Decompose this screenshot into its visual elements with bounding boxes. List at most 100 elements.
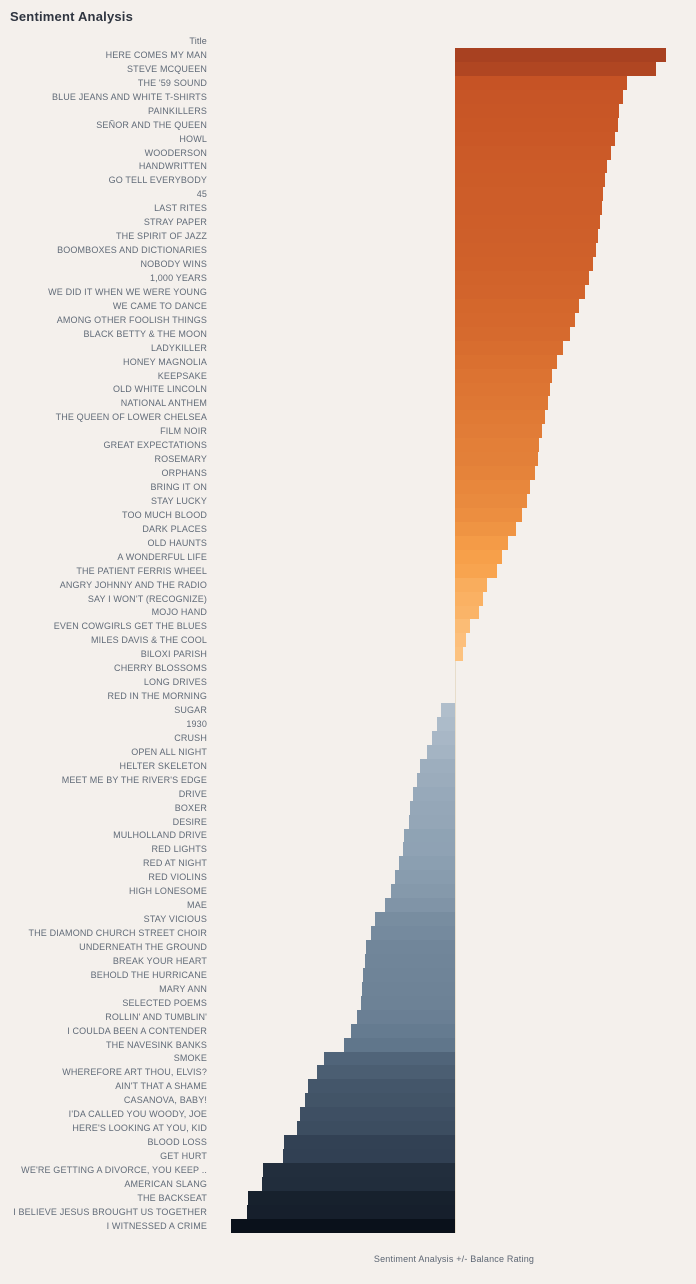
positive-bar[interactable] — [455, 298, 580, 313]
negative-bar[interactable] — [440, 703, 455, 717]
negative-bar[interactable] — [437, 717, 455, 731]
negative-bar[interactable] — [282, 1149, 455, 1163]
negative-bar[interactable] — [366, 940, 455, 954]
row-label: SUGAR — [174, 705, 207, 716]
negative-bar[interactable] — [403, 842, 455, 857]
row-label: BREAK YOUR HEART — [112, 955, 207, 966]
negative-bar[interactable] — [323, 1051, 455, 1066]
negative-bar[interactable] — [362, 967, 455, 982]
positive-bar[interactable] — [455, 396, 548, 411]
row-label: CRUSH — [174, 732, 207, 743]
negative-bar[interactable] — [394, 870, 455, 885]
positive-bar[interactable] — [455, 480, 531, 494]
negative-bar[interactable] — [431, 730, 455, 745]
negative-bar[interactable] — [284, 1135, 455, 1150]
positive-bar[interactable] — [455, 173, 606, 188]
positive-bar[interactable] — [455, 103, 619, 118]
positive-bar[interactable] — [455, 494, 527, 508]
negative-bar[interactable] — [308, 1079, 455, 1094]
positive-bar[interactable] — [455, 507, 522, 522]
positive-bar[interactable] — [455, 452, 539, 467]
row-label: I WITNESSED A CRIME — [106, 1220, 207, 1231]
positive-bar[interactable] — [455, 187, 604, 202]
positive-bar[interactable] — [455, 201, 602, 216]
negative-bar[interactable] — [356, 1009, 455, 1024]
negative-bar[interactable] — [416, 772, 455, 787]
negative-bar[interactable] — [420, 758, 455, 773]
positive-bar[interactable] — [455, 89, 623, 104]
positive-bar[interactable] — [455, 438, 539, 453]
negative-bar[interactable] — [399, 856, 455, 871]
positive-bar[interactable] — [455, 591, 483, 606]
chart-row: ROSEMARY — [0, 452, 696, 467]
negative-bar[interactable] — [304, 1093, 455, 1108]
positive-bar[interactable] — [455, 354, 557, 369]
row-label: BLUE JEANS AND WHITE T-SHIRTS — [51, 91, 207, 102]
positive-bar[interactable] — [455, 382, 550, 397]
row-label: WE DID IT WHEN WE WERE YOUNG — [48, 286, 207, 297]
negative-bar[interactable] — [317, 1065, 455, 1080]
row-label: HELTER SKELETON — [119, 760, 207, 771]
negative-bar[interactable] — [409, 814, 455, 829]
positive-bar[interactable] — [455, 215, 600, 230]
positive-bar[interactable] — [455, 577, 488, 592]
negative-bar[interactable] — [412, 786, 455, 801]
positive-bar[interactable] — [455, 312, 576, 327]
negative-bar[interactable] — [263, 1163, 455, 1177]
positive-bar[interactable] — [455, 619, 470, 634]
negative-bar[interactable] — [246, 1204, 455, 1219]
positive-bar[interactable] — [455, 131, 615, 146]
positive-bar[interactable] — [455, 257, 593, 271]
row-label: ORPHANS — [161, 468, 207, 479]
negative-bar[interactable] — [297, 1121, 455, 1136]
negative-bar[interactable] — [261, 1176, 455, 1191]
positive-bar[interactable] — [455, 61, 656, 76]
negative-bar[interactable] — [409, 800, 455, 815]
row-label: RED IN THE MORNING — [107, 691, 207, 702]
positive-bar[interactable] — [455, 145, 611, 160]
negative-bar[interactable] — [360, 995, 455, 1010]
negative-bar[interactable] — [427, 744, 455, 759]
negative-bar[interactable] — [299, 1107, 455, 1122]
negative-bar[interactable] — [384, 898, 455, 913]
negative-bar[interactable] — [362, 981, 455, 996]
chart-row: LADYKILLER — [0, 340, 696, 355]
positive-bar[interactable] — [455, 633, 466, 648]
positive-bar[interactable] — [455, 410, 546, 425]
positive-bar[interactable] — [455, 75, 628, 90]
row-label: DRIVE — [178, 788, 207, 799]
negative-bar[interactable] — [375, 912, 455, 927]
negative-bar[interactable] — [364, 953, 455, 968]
negative-bar[interactable] — [371, 926, 455, 940]
row-label: MAE — [187, 900, 207, 911]
positive-bar[interactable] — [455, 424, 542, 439]
positive-bar[interactable] — [455, 466, 535, 481]
positive-bar[interactable] — [455, 535, 509, 550]
positive-bar[interactable] — [455, 271, 589, 285]
negative-bar[interactable] — [390, 884, 455, 899]
negative-bar[interactable] — [403, 828, 455, 843]
positive-bar[interactable] — [455, 521, 516, 536]
negative-bar[interactable] — [343, 1037, 455, 1052]
positive-bar[interactable] — [455, 647, 464, 662]
positive-bar[interactable] — [455, 605, 479, 620]
positive-bar[interactable] — [455, 340, 563, 355]
chart-row: HOWL — [0, 131, 696, 146]
positive-bar[interactable] — [455, 229, 598, 244]
positive-bar[interactable] — [455, 243, 596, 258]
positive-bar[interactable] — [455, 326, 570, 341]
positive-bar[interactable] — [455, 549, 503, 564]
negative-bar[interactable] — [231, 1218, 455, 1233]
positive-bar[interactable] — [455, 284, 585, 299]
chart-row: MARY ANN — [0, 981, 696, 996]
positive-bar[interactable] — [455, 159, 608, 174]
row-label: LAST RITES — [154, 203, 207, 214]
positive-bar[interactable] — [455, 117, 619, 132]
positive-bar[interactable] — [455, 563, 498, 578]
negative-bar[interactable] — [248, 1190, 455, 1205]
positive-bar[interactable] — [455, 48, 666, 62]
negative-bar[interactable] — [351, 1023, 455, 1038]
chart-row: WHEREFORE ART THOU, ELVIS? — [0, 1065, 696, 1080]
row-label: AMONG OTHER FOOLISH THINGS — [56, 314, 207, 325]
positive-bar[interactable] — [455, 368, 552, 383]
